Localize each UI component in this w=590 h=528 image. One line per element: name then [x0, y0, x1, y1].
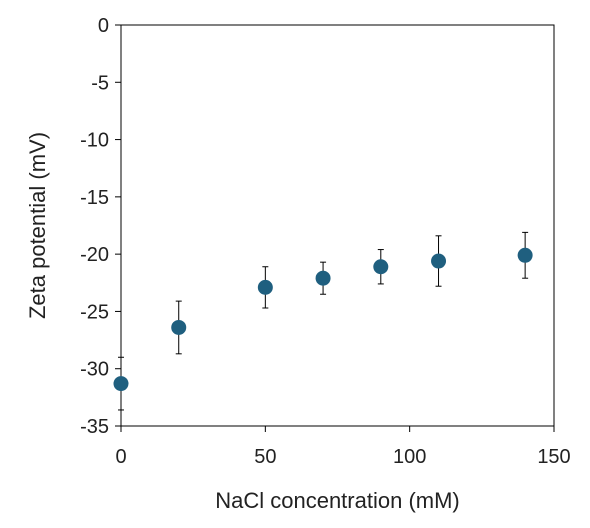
y-tick-label: -5 [91, 72, 109, 94]
x-tick-label: 50 [254, 446, 276, 468]
y-tick-label: 0 [98, 15, 109, 37]
x-tick-label: 150 [537, 446, 570, 468]
y-tick-label: -10 [80, 130, 109, 152]
y-tick-label: -30 [80, 359, 109, 381]
y-tick-label: -35 [80, 416, 109, 438]
y-tick-label: -25 [80, 301, 109, 323]
y-tick-label: -15 [80, 187, 109, 209]
x-axis-title: NaCl concentration (mM) [215, 488, 460, 513]
x-tick-label: 100 [393, 446, 426, 468]
x-tick-label: 0 [115, 446, 126, 468]
data-point [171, 319, 187, 335]
y-axis-title: Zeta potential (mV) [25, 132, 50, 319]
data-point [431, 253, 447, 269]
data-point [517, 247, 533, 263]
data-point [257, 279, 273, 295]
x-axis-ticks: 0 50 100 150 [115, 426, 571, 468]
data-point [113, 376, 129, 392]
plot-area [120, 24, 555, 427]
data-points [113, 247, 533, 392]
data-point [373, 259, 389, 275]
y-axis-ticks: 0 -5 -10 -15 -20 -25 -30 -35 [80, 15, 121, 438]
data-point [315, 270, 331, 286]
y-tick-label: -20 [80, 244, 109, 266]
